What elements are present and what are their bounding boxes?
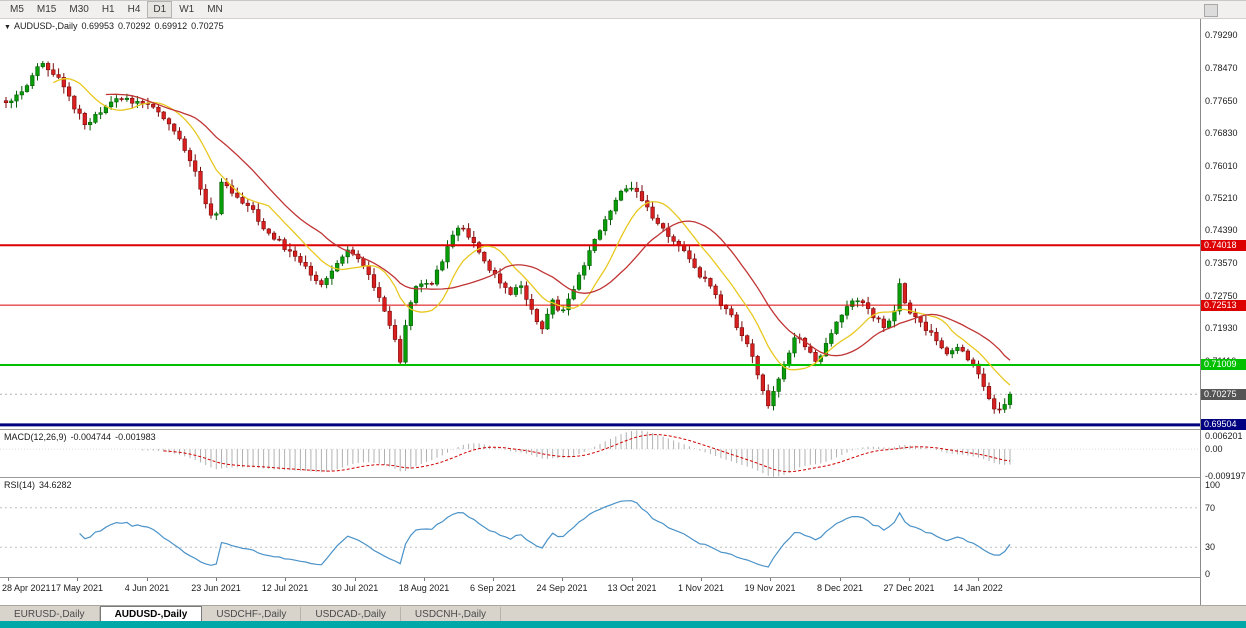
chart-scroll-button[interactable] (1204, 4, 1218, 17)
price-axis-label: 0.77650 (1205, 95, 1238, 106)
date-label: 6 Sep 2021 (469, 583, 517, 593)
date-tick (770, 578, 771, 581)
price-level-tag[interactable]: 0.71009 (1201, 359, 1246, 370)
macd-indicator-name: MACD(12,26,9) (4, 432, 67, 442)
tab-usdchf[interactable]: USDCHF-,Daily (202, 607, 302, 622)
timeframe-button-m30[interactable]: M30 (69, 4, 89, 15)
macd-axis-label: 0.006201 (1205, 431, 1243, 441)
ohlc-low: 0.69912 (154, 21, 188, 31)
date-label: 23 Jun 2021 (191, 583, 241, 593)
date-label: 4 Jun 2021 (124, 583, 170, 593)
tab-usdcad[interactable]: USDCAD-,Daily (301, 607, 401, 622)
date-label: 17 May 2021 (50, 583, 104, 593)
date-tick (562, 578, 563, 581)
date-tick (77, 578, 78, 581)
price-level-tag[interactable]: 0.72513 (1201, 300, 1246, 311)
price-chart-canvas[interactable] (0, 19, 1200, 429)
timeframe-button-h1[interactable]: H1 (101, 4, 115, 15)
price-pane: ▼ AUDUSD-,Daily 0.69953 0.70292 0.69912 0.702… (0, 19, 1200, 429)
macd-canvas[interactable] (0, 430, 1200, 477)
price-axis-label: 0.73570 (1205, 258, 1238, 268)
rsi-axis-label: 100 (1205, 480, 1221, 490)
symbol-dropdown-icon[interactable]: ▼ (4, 24, 11, 31)
ohlc-high: 0.70292 (118, 21, 151, 31)
date-tick (285, 578, 286, 581)
rsi-canvas[interactable] (0, 478, 1200, 577)
rsi-pane: RSI(14) 34.6282 (0, 478, 1200, 577)
price-axis-label: 0.78470 (1205, 62, 1238, 73)
current-price-tag[interactable]: 0.70275 (1201, 389, 1246, 400)
date-label: 1 Nov 2021 (677, 583, 725, 593)
rsi-title: RSI(14) 34.6282 (4, 480, 76, 490)
window-bottom-strip (0, 621, 1246, 628)
ohlc-close: 0.70275 (191, 21, 224, 31)
price-axis[interactable]: 0.79290 0.78470 0.77650 0.76830 0.76010 0.752… (1200, 19, 1246, 605)
date-tick (840, 578, 841, 581)
timeframe-button-h4[interactable]: H4 (127, 4, 141, 15)
macd-value-main: -0.004744 (70, 432, 112, 442)
price-axis-label: 0.71930 (1205, 323, 1238, 334)
timeframe-button-m15[interactable]: M15 (36, 4, 57, 15)
date-label: 24 Sep 2021 (536, 583, 588, 593)
date-axis[interactable]: 28 Apr 2021 17 May 2021 4 Jun 2021 23 Jun 2… (0, 578, 1200, 605)
rsi-axis-label: 70 (1205, 502, 1216, 513)
date-tick (424, 578, 425, 581)
macd-axis-label: -0.009197 (1205, 471, 1246, 482)
price-axis-label: 0.74390 (1205, 225, 1238, 236)
timeframe-button-m5[interactable]: M5 (10, 4, 24, 15)
date-label: 8 Dec 2021 (816, 583, 864, 593)
macd-title: MACD(12,26,9) -0.004744 -0.001983 (4, 432, 160, 442)
date-tick (147, 578, 148, 581)
rsi-indicator-name: RSI(14) (4, 480, 36, 490)
date-label: 28 Apr 2021 (2, 583, 51, 593)
price-level-tag[interactable]: 0.74018 (1201, 240, 1246, 251)
price-axis-label: 0.79290 (1205, 30, 1238, 41)
date-label: 27 Dec 2021 (883, 583, 935, 593)
price-axis-label: 0.76830 (1205, 128, 1238, 139)
date-label: 18 Aug 2021 (398, 583, 450, 593)
date-tick (978, 578, 979, 581)
tab-audusd[interactable]: AUDUSD-,Daily (99, 606, 203, 622)
macd-pane: MACD(12,26,9) -0.004744 -0.001983 (0, 430, 1200, 477)
price-level-tag[interactable]: 0.69504 (1201, 419, 1246, 430)
pane-resize-handle[interactable] (0, 477, 1246, 478)
date-label: 19 Nov 2021 (744, 583, 796, 593)
date-label: 14 Jan 2022 (953, 583, 1003, 593)
tab-eurusd[interactable]: EURUSD-,Daily (0, 607, 100, 622)
timeframe-button-mn[interactable]: MN (207, 4, 223, 15)
rsi-axis-label: 30 (1205, 542, 1216, 553)
rsi-value: 34.6282 (39, 480, 72, 490)
date-label: 13 Oct 2021 (607, 583, 657, 593)
price-axis-label: 0.72750 (1205, 290, 1238, 301)
rsi-axis-label: 0 (1205, 569, 1211, 579)
price-axis-label: 0.75210 (1205, 192, 1238, 203)
tab-usdcnh[interactable]: USDCNH-,Daily (400, 607, 502, 622)
date-tick (8, 578, 9, 581)
chart-symbol-label: AUDUSD-,Daily (13, 21, 78, 31)
macd-axis-label: 0.00 (1205, 444, 1223, 455)
chart-title: ▼ AUDUSD-,Daily 0.69953 0.70292 0.69912 0.702… (4, 21, 228, 31)
timeframe-button-w1[interactable]: W1 (179, 4, 195, 15)
chart-window: ▼ AUDUSD-,Daily 0.69953 0.70292 0.69912 0.702… (0, 19, 1246, 605)
pane-resize-handle[interactable] (0, 577, 1246, 578)
date-tick (216, 578, 217, 581)
bottom-tabbar: EURUSD-,Daily AUDUSD-,Daily USDCHF-,Daily U… (0, 605, 1246, 622)
price-axis-label: 0.76010 (1205, 160, 1238, 171)
date-tick (909, 578, 910, 581)
macd-value-signal: -0.001983 (115, 432, 156, 442)
ohlc-open: 0.69953 (81, 21, 114, 31)
date-label: 12 Jul 2021 (261, 583, 309, 593)
timeframe-button-d1[interactable]: D1 (147, 1, 173, 18)
pane-resize-handle[interactable] (0, 429, 1246, 430)
date-tick (632, 578, 633, 581)
date-tick (701, 578, 702, 581)
date-tick (493, 578, 494, 581)
timeframe-toolbar: M5 M15 M30 H1 H4 D1 W1 MN (0, 1, 1246, 19)
date-tick (355, 578, 356, 581)
date-label: 30 Jul 2021 (331, 583, 379, 593)
